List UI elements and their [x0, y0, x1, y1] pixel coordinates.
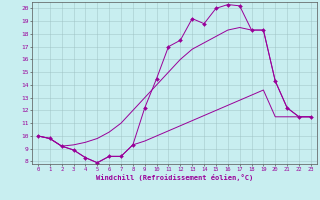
X-axis label: Windchill (Refroidissement éolien,°C): Windchill (Refroidissement éolien,°C)	[96, 174, 253, 181]
